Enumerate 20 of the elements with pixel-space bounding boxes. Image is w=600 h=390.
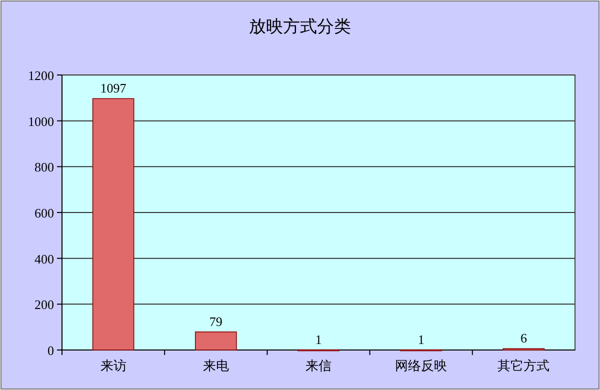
data-label: 79 xyxy=(209,314,222,329)
data-label: 1 xyxy=(315,332,322,347)
data-label: 1097 xyxy=(100,80,127,96)
y-tick-label: 0 xyxy=(48,343,54,358)
y-tick-label: 400 xyxy=(34,251,54,266)
x-tick-label: 来电 xyxy=(202,358,229,373)
x-tick-label: 来访 xyxy=(100,358,126,373)
y-tick-label: 600 xyxy=(34,206,54,220)
y-tick-label: 200 xyxy=(34,297,54,312)
x-tick-label: 网络反映 xyxy=(395,358,448,373)
data-label: 1 xyxy=(418,332,424,347)
y-tick-label: 1000 xyxy=(28,114,54,129)
bar xyxy=(92,98,134,350)
x-tick-label: 来信 xyxy=(306,358,332,373)
data-label: 6 xyxy=(520,330,528,346)
bar xyxy=(194,331,237,350)
y-tick-label: 800 xyxy=(34,160,54,175)
chart-title: 放映方式分类 xyxy=(249,17,351,36)
x-tick-label: 其它方式 xyxy=(498,358,550,373)
y-tick-label: 1200 xyxy=(28,68,54,83)
